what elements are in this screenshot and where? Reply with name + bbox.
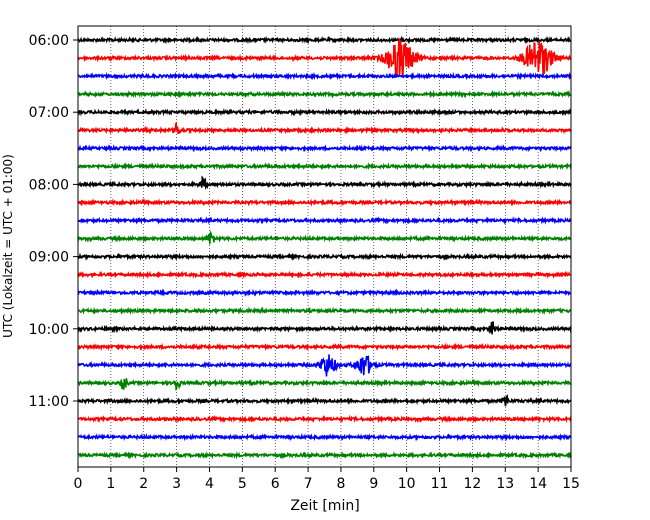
trace-1045 — [77, 378, 572, 391]
trace-1015 — [77, 342, 572, 352]
x-tick-label-13: 13 — [496, 476, 514, 492]
x-tick-label-14: 14 — [529, 476, 547, 492]
x-tick-label-11: 11 — [431, 476, 449, 492]
trace-0700 — [77, 107, 572, 117]
plot-frame — [77, 25, 572, 468]
x-tick-label-8: 8 — [336, 476, 345, 492]
x-tick-label-5: 5 — [238, 476, 247, 492]
x-tick-label-4: 4 — [205, 476, 214, 492]
trace-0900 — [77, 252, 572, 262]
trace-1000 — [77, 321, 572, 335]
x-axis-label: Zeit [min] — [290, 498, 359, 514]
trace-1115 — [77, 414, 572, 424]
y-tick-label-1000: 10:00 — [29, 322, 69, 338]
y-tick-label-0800: 08:00 — [29, 177, 69, 193]
trace-0715 — [77, 122, 572, 135]
x-tick-label-6: 6 — [271, 476, 280, 492]
trace-1130 — [77, 432, 572, 442]
trace-0945 — [77, 306, 572, 316]
trace-1100 — [77, 394, 572, 407]
y-tick-label-0700: 07:00 — [29, 105, 69, 121]
trace-0645 — [77, 89, 572, 99]
seismic-traces — [77, 35, 572, 460]
x-tick-label-7: 7 — [304, 476, 313, 492]
x-tick-label-10: 10 — [398, 476, 416, 492]
y-tick-label-0900: 09:00 — [29, 250, 69, 266]
trace-0800 — [77, 175, 572, 190]
y-axis-label: UTC (Lokalzeit = UTC + 01:00) — [1, 154, 15, 338]
x-tick-label-2: 2 — [139, 476, 148, 492]
trace-1030 — [77, 354, 572, 377]
trace-0830 — [77, 216, 572, 225]
x-tick-label-9: 9 — [369, 476, 378, 492]
trace-0915 — [77, 270, 572, 280]
x-tick-label-15: 15 — [562, 476, 580, 492]
trace-0600 — [77, 35, 572, 45]
x-tick-label-12: 12 — [463, 476, 481, 492]
x-axis-ticks: 0 1 2 3 4 5 6 7 8 9 10 11 12 13 14 15 — [74, 467, 580, 492]
trace-0615 — [77, 38, 572, 77]
y-tick-label-1100: 11:00 — [29, 394, 69, 410]
y-axis-ticks: 06:00 07:00 08:00 09:00 10:00 11:00 — [29, 33, 78, 410]
trace-0845 — [77, 230, 572, 245]
trace-0730 — [77, 144, 572, 153]
trace-1145 — [77, 450, 572, 460]
x-tick-label-1: 1 — [106, 476, 115, 492]
trace-0630 — [77, 71, 572, 81]
trace-0930 — [77, 288, 572, 297]
x-tick-label-0: 0 — [74, 476, 83, 492]
x-tick-label-3: 3 — [172, 476, 181, 492]
y-tick-label-0600: 06:00 — [29, 33, 69, 49]
trace-0745 — [77, 162, 572, 171]
trace-0815 — [77, 198, 572, 207]
